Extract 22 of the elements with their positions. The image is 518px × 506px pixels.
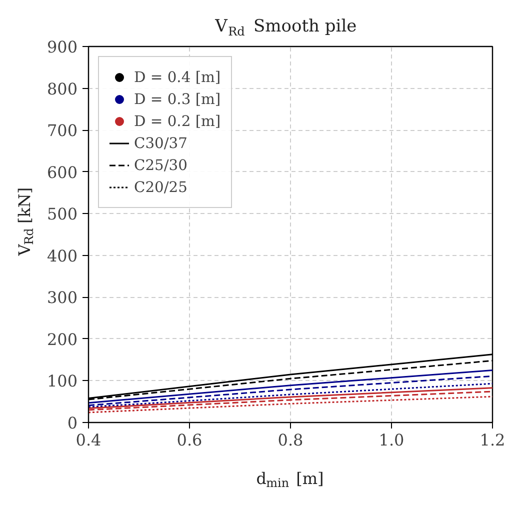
y-tick-label: 600 <box>46 162 78 182</box>
x-tick-label: 0.6 <box>176 430 202 450</box>
legend-label: D = 0.4 [m] <box>134 68 221 86</box>
y-tick-label: 200 <box>46 330 78 349</box>
legend-label: D = 0.3 [m] <box>134 90 221 108</box>
legend-label: C20/25 <box>134 178 188 196</box>
y-tick-label: 400 <box>46 246 78 266</box>
x-tick-label: 1.2 <box>480 430 506 450</box>
y-axis-title: VRd [kN] <box>15 187 36 257</box>
legend-label: D = 0.2 [m] <box>134 112 221 130</box>
y-tick-label: 500 <box>46 204 78 224</box>
x-tick-label: 0.4 <box>76 430 102 450</box>
y-tick-label: 300 <box>46 288 78 308</box>
x-tick-label: 0.8 <box>278 430 304 450</box>
legend-label: C30/37 <box>134 134 188 152</box>
legend-label: C25/30 <box>134 156 188 174</box>
y-tick-label: 900 <box>46 38 78 56</box>
y-tick-label: 0 <box>67 414 78 432</box>
y-tick-label: 800 <box>46 79 78 98</box>
y-tick-label: 100 <box>46 372 78 391</box>
y-tick-label: 700 <box>46 121 78 140</box>
x-tick-label: 1.0 <box>378 430 404 450</box>
